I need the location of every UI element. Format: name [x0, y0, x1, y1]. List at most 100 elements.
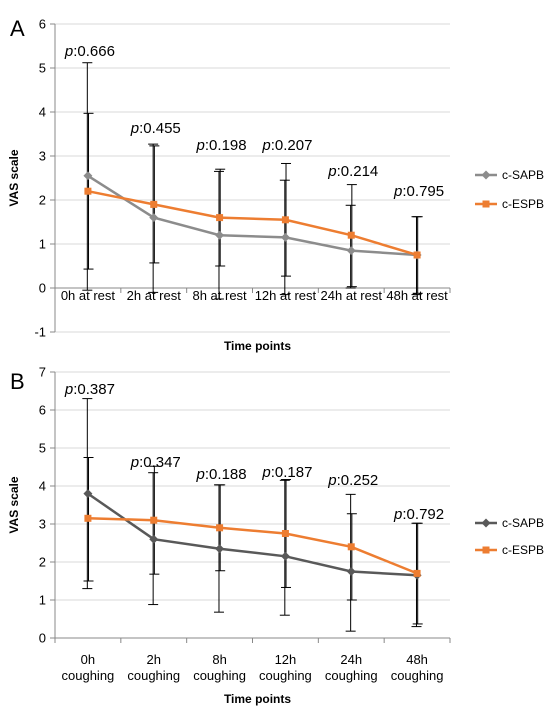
pb-x-tick-label-line: 24h: [340, 652, 362, 667]
pb-p-value-label: p:0.387: [64, 381, 115, 398]
pa-p-value-label: p:0.214: [327, 163, 378, 180]
pa-p-value-prefix: p: [130, 120, 139, 137]
pb-x-tick-label-line: coughing: [193, 668, 246, 683]
pa-p-value-label: p:0.455: [130, 120, 181, 137]
pb-marker-c-SAPB: [83, 489, 93, 499]
pa-marker-c-SAPB: [215, 230, 225, 240]
pa-p-value-prefix: p: [327, 163, 336, 180]
pb-y-axis-title: VAS scale: [7, 476, 21, 533]
pa-p-value-label: p:0.207: [261, 137, 312, 154]
pb-marker-c-SAPB: [280, 551, 290, 561]
pa-y-tick-label: 6: [39, 17, 46, 32]
pa-p-value-prefix: p: [196, 137, 205, 154]
pb-x-tick-label: 24h coughing: [325, 652, 378, 683]
pb-legend-swatch-marker: [481, 518, 491, 528]
pa-p-value-prefix: p: [261, 137, 270, 154]
pa-p-value-number: :0.214: [337, 163, 379, 180]
pa-x-tick-label: 0h at rest: [61, 288, 116, 303]
panel-a: A -1 0 1 2 3 4 5 6 0h at rest 2h at rest 8h at res…: [7, 16, 544, 353]
pa-marker-c-ESPB: [216, 214, 224, 222]
pa-legend-swatch-marker: [481, 170, 491, 180]
pa-marker-c-ESPB: [281, 216, 289, 224]
pa-marker-c-SAPB: [346, 246, 356, 256]
pb-p-value-number: :0.188: [205, 466, 247, 483]
pa-p-value-label: p:0.795: [393, 183, 444, 200]
pa-y-tick-label: -1: [34, 325, 46, 340]
pb-y-tick-label: 7: [39, 365, 46, 380]
pa-legend-swatch-marker: [482, 200, 490, 208]
pa-legend-label: c-SAPB: [502, 168, 544, 182]
pa-marker-c-ESPB: [413, 251, 421, 259]
pb-p-value-prefix: p: [261, 464, 270, 481]
pb-marker-c-ESPB: [150, 516, 158, 524]
pb-x-tick-label-line: coughing: [62, 668, 115, 683]
pb-series-line-c-ESPB: [87, 517, 418, 575]
pa-x-tick-label: 12h at rest: [255, 288, 317, 303]
pb-p-value-prefix: p: [393, 506, 402, 523]
pb-p-value-number: :0.252: [337, 472, 379, 489]
pb-x-tick-label-line: 8h: [212, 652, 226, 667]
pa-p-value-number: :0.198: [205, 137, 247, 154]
pb-marker-c-ESPB: [84, 514, 92, 522]
pa-p-value-number: :0.455: [139, 120, 181, 137]
pb-p-value-label: p:0.792: [393, 506, 444, 523]
pb-x-tick-label-line: coughing: [259, 668, 312, 683]
pa-marker-c-ESPB: [84, 187, 92, 195]
pb-marker-c-SAPB: [215, 544, 225, 554]
pb-x-tick-label: 12h coughing: [259, 652, 312, 683]
pb-legend-swatch-marker: [482, 546, 490, 554]
pa-marker-c-SAPB: [83, 171, 93, 181]
pb-marker-c-ESPB: [347, 543, 355, 551]
pb-y-tick-label: 0: [39, 631, 46, 646]
pb-y-tick-label: 1: [39, 593, 46, 608]
pb-p-value-label: p:0.188: [196, 466, 247, 483]
pb-marker-c-ESPB: [413, 569, 421, 577]
panel-a-letter: A: [10, 16, 25, 41]
pa-series-line-c-SAPB: [87, 174, 418, 257]
pa-marker-c-SAPB: [280, 232, 290, 242]
pb-p-value-prefix: p: [196, 466, 205, 483]
pb-x-tick-label: 48h coughing: [391, 652, 444, 683]
pb-x-tick-label-line: 48h: [406, 652, 428, 667]
pb-y-tick-label: 2: [39, 555, 46, 570]
pa-series-line-c-ESPB: [87, 189, 418, 257]
pb-x-tick-label-line: 12h: [275, 652, 297, 667]
pb-x-tick-label-line: coughing: [325, 668, 378, 683]
pa-p-value-number: :0.207: [271, 137, 313, 154]
pb-p-value-number: :0.347: [139, 454, 181, 471]
pa-y-tick-label: 0: [39, 281, 46, 296]
pb-p-value-number: :0.792: [402, 506, 444, 523]
pb-p-value-label: p:0.187: [261, 464, 312, 481]
pb-p-value-number: :0.387: [73, 381, 115, 398]
pb-p-value-prefix: p: [64, 381, 73, 398]
pb-x-tick-label: 0h coughing: [62, 652, 115, 683]
pb-y-tick-label: 5: [39, 441, 46, 456]
panel-b-letter: B: [10, 369, 25, 394]
pb-y-tick-label: 3: [39, 517, 46, 532]
pb-x-tick-label: 8h coughing: [193, 652, 246, 683]
pa-marker-c-SAPB: [149, 213, 159, 223]
pb-p-value-label: p:0.347: [130, 454, 181, 471]
pa-p-value-number: :0.795: [402, 183, 444, 200]
pb-p-value-prefix: p: [130, 454, 139, 471]
pa-p-value-number: :0.666: [73, 43, 115, 60]
pb-p-value-number: :0.187: [271, 464, 313, 481]
pa-x-tick-label: 24h at rest: [321, 288, 383, 303]
pb-p-value-label: p:0.252: [327, 472, 378, 489]
pb-legend-label: c-SAPB: [502, 516, 544, 530]
pb-x-axis-title: Time points: [224, 692, 291, 706]
pb-x-tick-label-line: 0h: [81, 652, 95, 667]
pa-y-tick-label: 5: [39, 61, 46, 76]
pb-marker-c-SAPB: [149, 534, 159, 544]
pb-x-tick-label-line: coughing: [127, 668, 180, 683]
pa-p-value-prefix: p: [64, 43, 73, 60]
pa-y-tick-label: 1: [39, 237, 46, 252]
pa-p-value-label: p:0.666: [64, 43, 115, 60]
pa-y-axis-title: VAS scale: [7, 149, 21, 206]
pa-legend-label: c-ESPB: [502, 197, 544, 211]
pa-p-value-label: p:0.198: [196, 137, 247, 154]
pb-x-tick-label: 2h coughing: [127, 652, 180, 683]
